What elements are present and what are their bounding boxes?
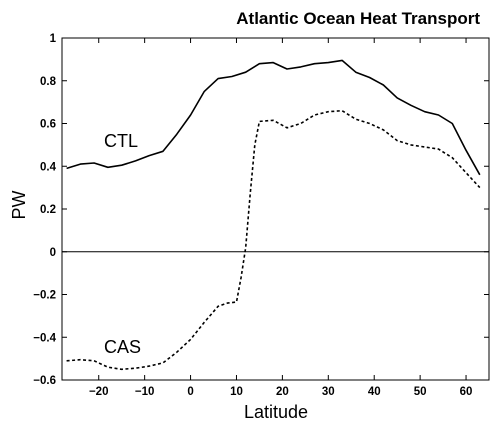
series-line-cas [66, 109, 481, 371]
x-tick-label: 30 [322, 386, 335, 398]
y-tick-label: −0.4 [33, 332, 56, 344]
x-tick-label: 10 [230, 386, 243, 398]
x-tick-label: 0 [187, 386, 193, 398]
x-tick-label: 40 [368, 386, 381, 398]
x-tick-label: −10 [135, 386, 155, 398]
series-label-cas: CAS [104, 337, 141, 357]
series-lines [66, 59, 481, 371]
y-tick-label: 0.8 [40, 76, 57, 88]
chart-title: Atlantic Ocean Heat Transport [236, 9, 480, 28]
series-label-ctl: CTL [104, 131, 138, 151]
x-axis-label: Latitude [244, 402, 308, 422]
x-tick-label: 20 [276, 386, 289, 398]
plot-frame [61, 37, 490, 381]
y-axis-label: PW [9, 190, 29, 219]
x-tick-label: 50 [414, 386, 427, 398]
y-tick-label: −0.6 [33, 375, 56, 387]
x-axis-ticks: −20 −10 0 10 20 30 40 50 60 [89, 38, 472, 398]
y-tick-label: 0.4 [40, 161, 57, 173]
x-tick-label: 60 [460, 386, 473, 398]
y-tick-label: 0 [50, 247, 56, 259]
series-line-ctl [66, 59, 481, 176]
x-tick-label: −20 [89, 386, 109, 398]
y-tick-label: 0.2 [40, 204, 56, 216]
y-tick-label: 1 [50, 33, 57, 45]
y-axis-ticks: −0.6 −0.4 −0.2 0 0.2 0.4 0.6 0.8 1 [33, 33, 489, 387]
y-tick-label: 0.6 [40, 119, 56, 131]
y-tick-label: −0.2 [33, 290, 56, 302]
